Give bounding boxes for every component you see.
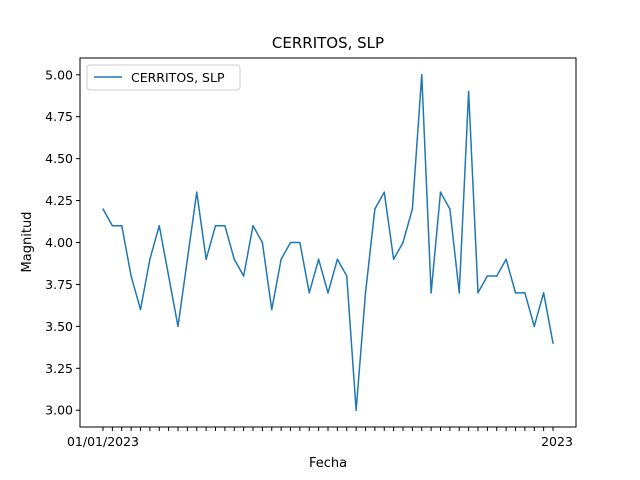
data-point [186,258,189,261]
data-point [289,241,292,244]
y-tick-label: 4.50 [45,151,73,166]
data-point [167,275,170,277]
data-point [496,275,498,277]
data-point [280,258,282,261]
data-point [139,308,142,311]
y-tick-label: 4.25 [45,193,73,208]
data-point [177,325,179,328]
data-point [149,258,151,261]
data-point [383,191,385,193]
y-tick-label: 3.00 [45,403,73,418]
data-point [458,292,460,294]
y-tick-label: 3.50 [45,319,73,334]
data-point [355,409,357,411]
data-point [121,224,123,227]
data-point [271,308,273,311]
data-point [430,292,432,294]
data-point [346,275,348,277]
legend: CERRITOS, SLP [86,64,241,91]
data-point [233,258,235,261]
data-point [533,325,535,328]
data-point [542,292,545,294]
series-layer [102,74,554,411]
data-point [449,208,451,210]
data-point [261,241,264,244]
y-axis-label: Magnitud [20,212,35,273]
y-tick-label: 3.75 [45,277,73,292]
legend-entry-label: CERRITOS, SLP [131,70,225,85]
data-point [364,292,367,294]
data-point [158,224,160,227]
data-point [421,74,423,76]
data-point [411,208,414,210]
data-point [102,208,104,210]
data-point [299,241,301,244]
data-point [439,191,442,193]
data-point [308,292,310,294]
data-point [327,292,329,294]
chart-title: CERRITOS, SLP [272,34,384,52]
y-tick-label: 3.25 [45,361,73,376]
data-point [336,258,339,261]
data-point [214,224,217,227]
data-point [514,292,517,294]
x-tick-label-last: 2023 [541,434,573,449]
data-point [317,258,320,261]
data-point [130,275,132,277]
y-tick-label: 4.00 [45,235,73,250]
data-point [196,191,198,193]
plot-frame [79,57,577,428]
data-point [205,258,207,261]
data-point [467,90,470,93]
y-tick-label: 5.00 [45,67,73,82]
y-tick-label: 4.75 [45,109,73,124]
data-point [224,224,226,227]
data-point [402,241,404,244]
data-point [524,292,526,294]
legend-box [86,64,241,91]
data-point [252,224,254,227]
data-point [477,292,479,294]
data-point [242,275,245,277]
data-point [505,258,507,261]
data-point [486,275,489,277]
data-point [552,342,554,344]
y-axis: 3.00 3.25 3.50 3.75 4.00 4.25 4.50 4.75 5.00 [45,67,80,418]
data-point [392,258,395,261]
x-axis-label: Fecha [309,456,347,471]
data-point [111,224,114,227]
x-axis: 01/01/2023 2023 [67,427,573,449]
x-tick-label-first: 01/01/2023 [67,434,139,449]
data-point [374,208,376,210]
